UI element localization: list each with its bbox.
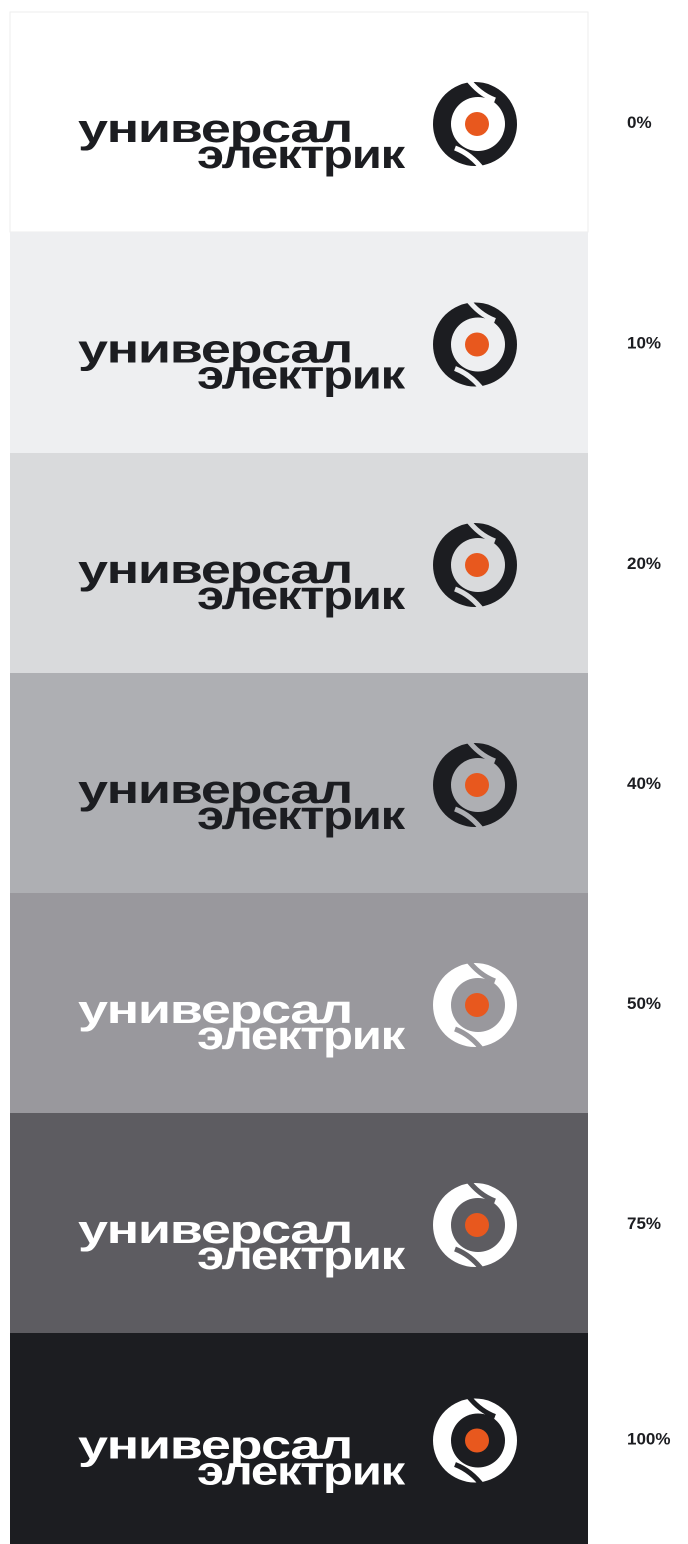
logo-line2: электрик bbox=[197, 1014, 406, 1058]
icon-gap bbox=[454, 366, 485, 393]
logo-line1: универсал bbox=[78, 548, 352, 592]
logo-line2: электрик bbox=[197, 574, 406, 618]
icon-dot bbox=[465, 993, 489, 1017]
logo-line2: электрик bbox=[197, 794, 406, 838]
logo-line2: электрик bbox=[197, 1450, 406, 1494]
shade-label: 20% bbox=[627, 554, 661, 573]
logo-line1: универсал bbox=[78, 1424, 352, 1468]
icon-dot bbox=[465, 1213, 489, 1237]
logo-line2: электрик bbox=[197, 354, 406, 398]
shade-label: 50% bbox=[627, 994, 661, 1013]
shade-label: 10% bbox=[627, 334, 661, 353]
icon-gap bbox=[454, 145, 485, 172]
logo-line1: универсал bbox=[78, 328, 352, 372]
icon-gap bbox=[465, 76, 496, 103]
icon-dot bbox=[465, 1428, 489, 1453]
icon-gap bbox=[465, 1177, 496, 1204]
icon-gap bbox=[454, 1246, 485, 1273]
logo-line1: универсал bbox=[78, 1208, 352, 1252]
icon-dot bbox=[465, 773, 489, 797]
shade-label: 75% bbox=[627, 1214, 661, 1233]
icon-gap bbox=[454, 806, 485, 833]
shade-label: 100% bbox=[627, 1430, 670, 1449]
shade-label: 0% bbox=[627, 113, 652, 132]
icon-gap bbox=[465, 517, 496, 544]
icon-dot bbox=[465, 112, 489, 136]
icon-gap bbox=[465, 957, 496, 984]
logo-line2: электрик bbox=[197, 133, 406, 177]
icon-gap bbox=[454, 1026, 485, 1053]
shade-label: 40% bbox=[627, 774, 661, 793]
logo-line1: универсал bbox=[78, 107, 352, 151]
logo-line2: электрик bbox=[197, 1234, 406, 1278]
icon-gap bbox=[454, 1462, 485, 1489]
icon-dot bbox=[465, 553, 489, 577]
icon-gap bbox=[454, 586, 485, 613]
icon-gap bbox=[465, 296, 496, 323]
logo-line1: универсал bbox=[78, 768, 352, 812]
icon-gap bbox=[465, 737, 496, 764]
icon-gap bbox=[465, 1392, 496, 1419]
logo-line1: универсал bbox=[78, 988, 352, 1032]
icon-dot bbox=[465, 332, 489, 357]
